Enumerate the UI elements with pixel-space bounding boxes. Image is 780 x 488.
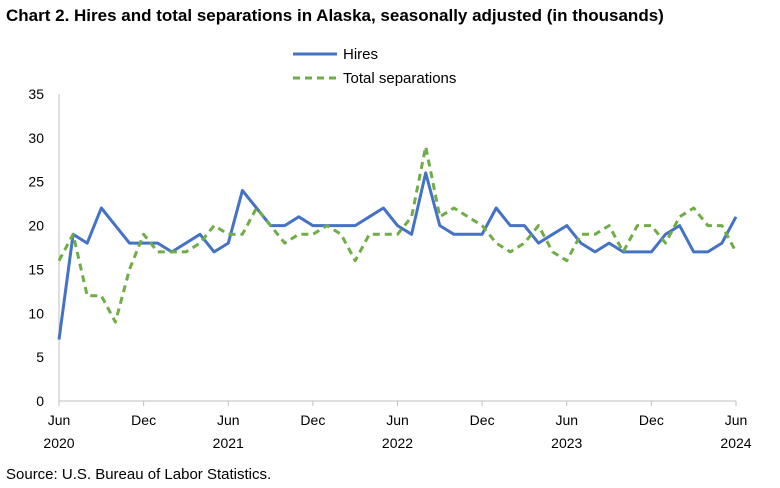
- chart-title: Chart 2. Hires and total separations in …: [6, 6, 664, 25]
- x-tick-label-month: Dec: [639, 412, 664, 428]
- y-tick-label: 15: [28, 261, 44, 277]
- x-tick-label-year: 2024: [720, 435, 751, 451]
- series-line-total-separations: [57, 145, 738, 324]
- legend-label-total-separations: Total separations: [343, 70, 456, 87]
- series-line-hires: [57, 171, 738, 340]
- x-tick-label-month: Jun: [48, 412, 71, 428]
- chart-source: Source: U.S. Bureau of Labor Statistics.: [6, 466, 272, 483]
- y-axis: 0 5 10 15 20 25 30 35: [28, 86, 60, 409]
- y-tick-label: 20: [28, 218, 44, 234]
- x-tick-label-month: Dec: [300, 412, 325, 428]
- x-axis: Jun 2020 Dec Jun 2021 Dec Jun 2022 Dec Jun 2023 Dec…: [43, 400, 752, 451]
- x-tick-label-month: Dec: [131, 412, 156, 428]
- y-tick-label: 35: [28, 86, 44, 102]
- series-layer: [57, 145, 738, 340]
- x-tick-label-month: Dec: [470, 412, 495, 428]
- y-tick-label: 30: [28, 130, 44, 146]
- x-tick-label-year: 2021: [213, 435, 244, 451]
- x-tick-label-year: 2022: [382, 435, 413, 451]
- x-tick-label-month: Jun: [725, 412, 748, 428]
- y-tick-label: 0: [36, 393, 44, 409]
- legend: Hires Total separations: [293, 46, 456, 87]
- y-tick-label: 10: [28, 305, 44, 321]
- y-tick-label: 5: [36, 349, 44, 365]
- legend-label-hires: Hires: [343, 46, 378, 63]
- x-tick-label-month: Jun: [217, 412, 240, 428]
- x-tick-label-month: Jun: [386, 412, 409, 428]
- x-tick-label-year: 2023: [551, 435, 582, 451]
- y-tick-label: 25: [28, 174, 44, 190]
- x-tick-label-year: 2020: [43, 435, 74, 451]
- x-tick-label-month: Jun: [555, 412, 578, 428]
